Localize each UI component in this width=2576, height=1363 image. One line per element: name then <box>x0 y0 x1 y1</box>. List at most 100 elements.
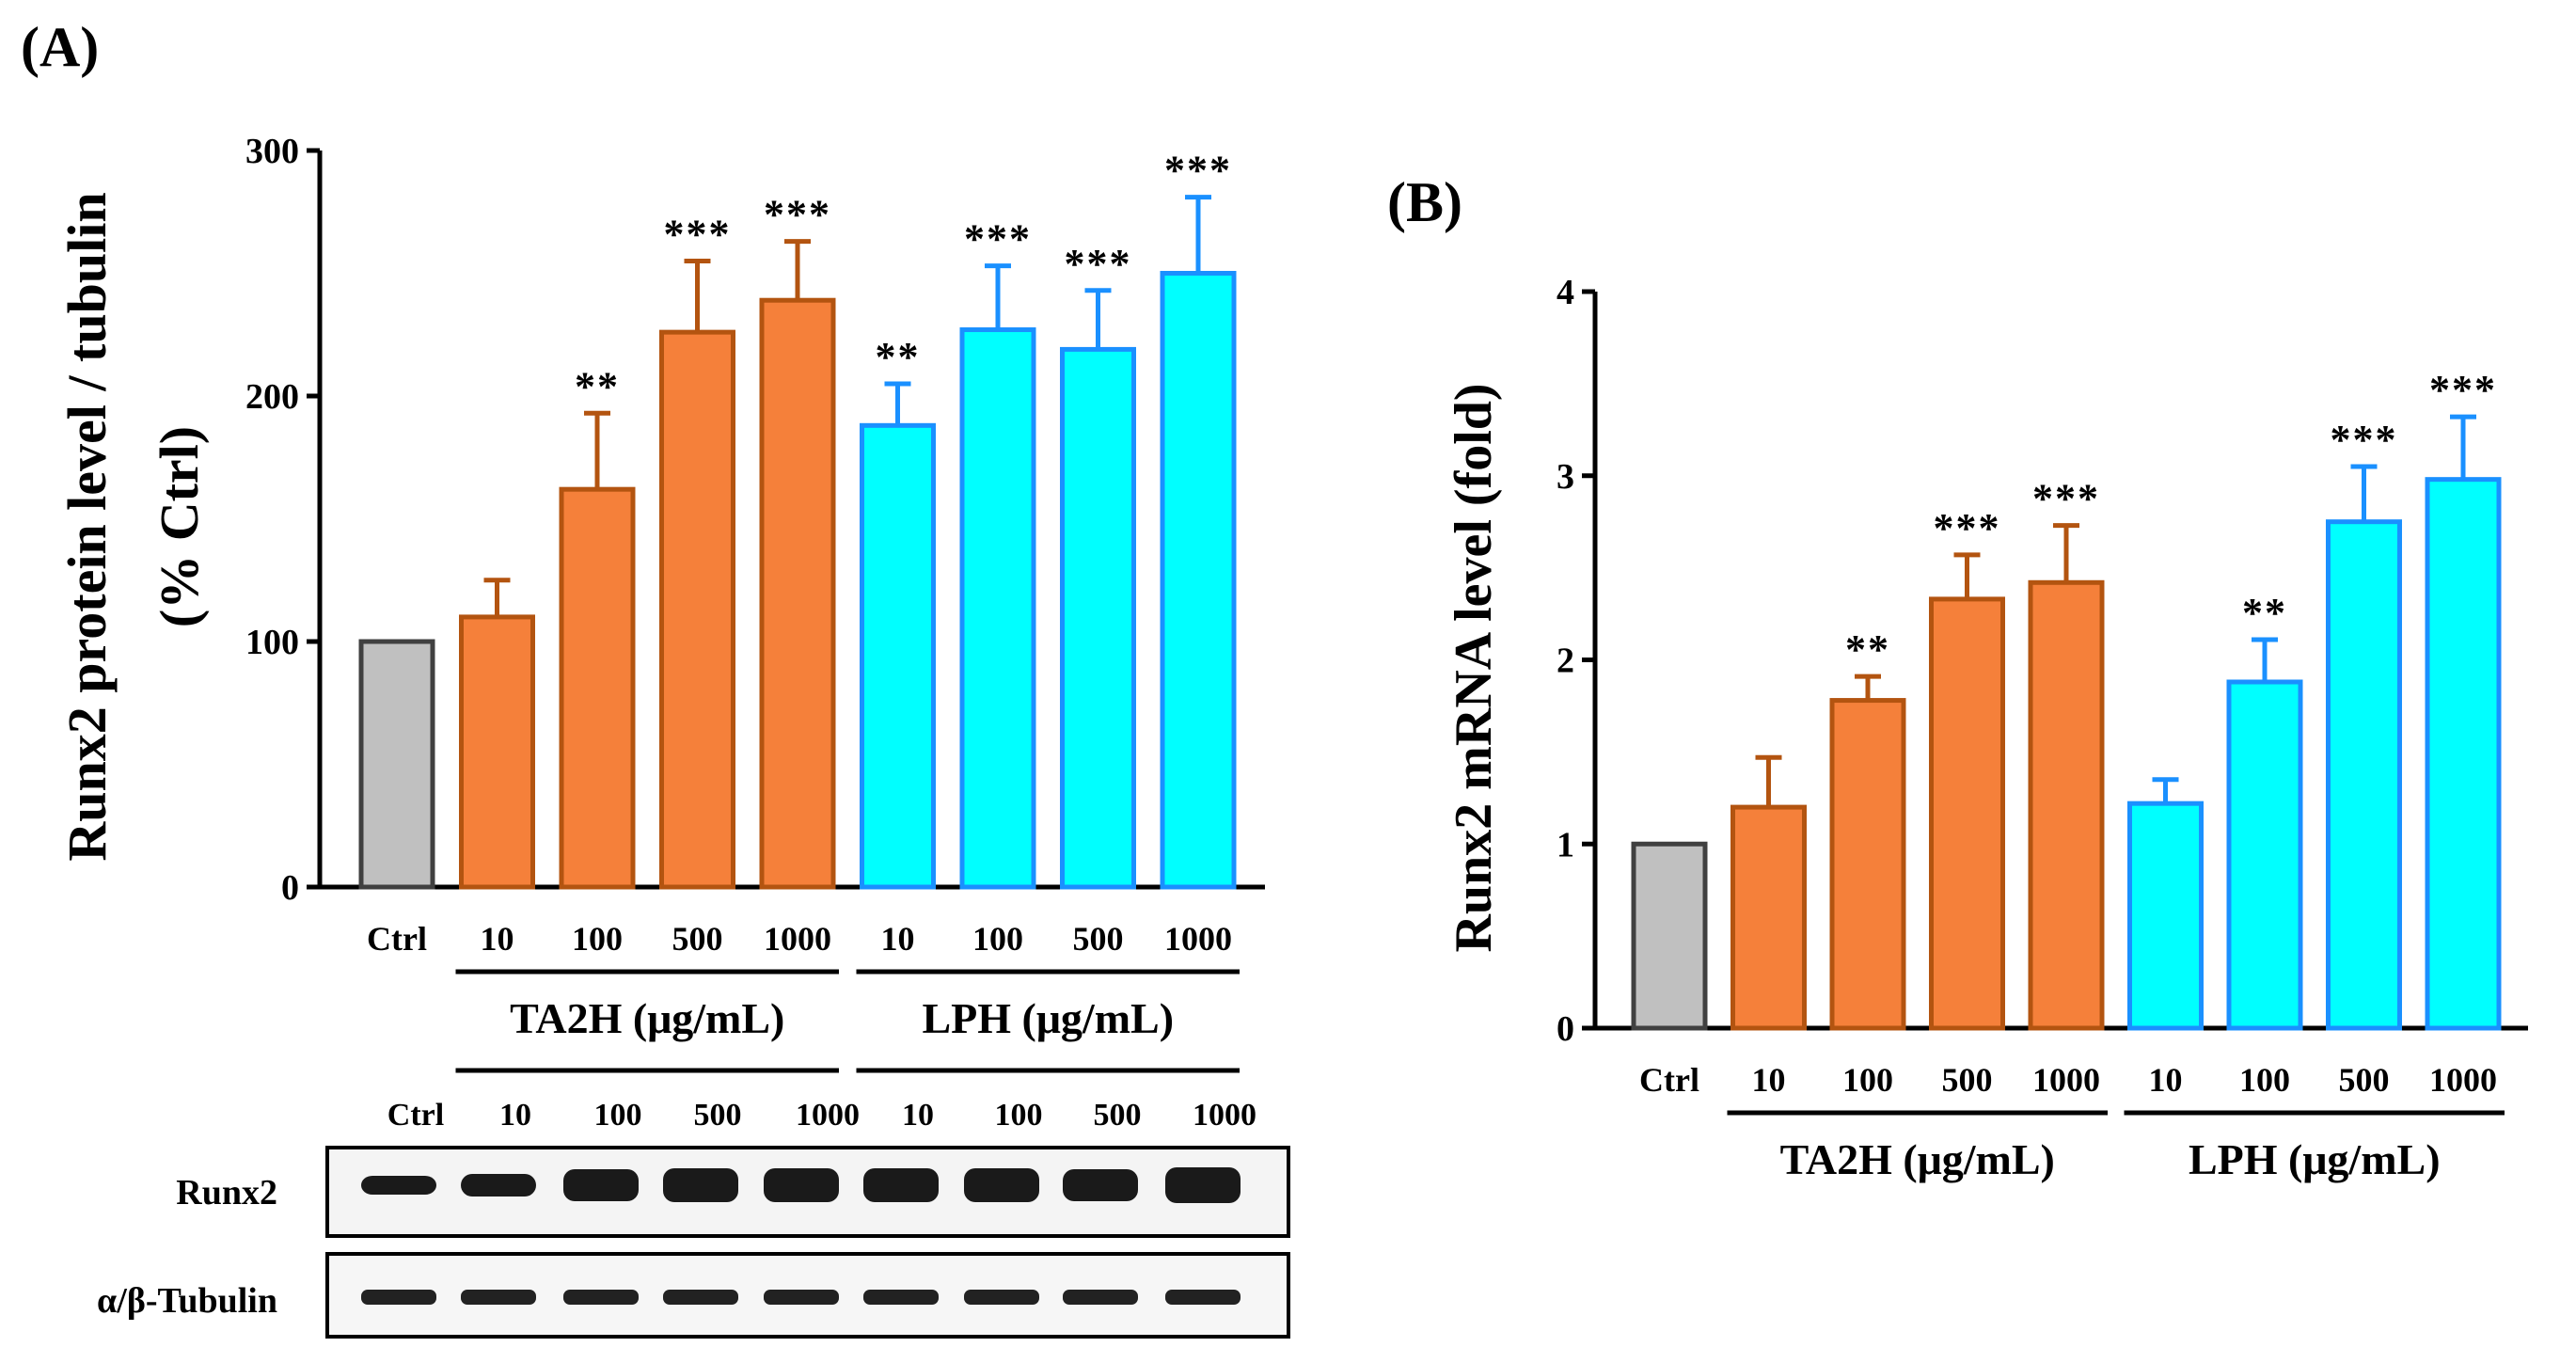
bar-lph <box>1160 271 1237 890</box>
significance-marker: *** <box>1164 148 1232 194</box>
chart-a: 0 100 200 300 Runx2 protein level / tubulin (… <box>56 132 1265 1073</box>
significance-marker: *** <box>2429 367 2497 413</box>
y-tick-label: 2 <box>1557 642 1574 681</box>
bar-lph <box>2127 800 2204 1031</box>
y-tick-label: 3 <box>1557 457 1574 497</box>
group-label: LPH (μg/mL) <box>922 994 1174 1042</box>
panel-b-label: (B) <box>1387 171 1462 233</box>
y-tick-label: 300 <box>245 132 299 171</box>
x-tick-label: 500 <box>1073 920 1124 958</box>
significance-marker: *** <box>664 211 732 257</box>
significance-marker: *** <box>764 192 831 238</box>
significance-marker: *** <box>964 216 1032 262</box>
y-tick-label: 1 <box>1557 825 1574 864</box>
x-tick-label: Ctrl <box>367 920 427 958</box>
bar-lph <box>860 422 936 890</box>
blot-band <box>964 1168 1039 1202</box>
significance-marker: ** <box>876 334 921 380</box>
blot-lane-label: 500 <box>1094 1098 1142 1133</box>
x-tick-label: Ctrl <box>1639 1061 1699 1099</box>
bar-ta2h <box>2028 579 2105 1031</box>
blot-lane-label: 10 <box>902 1098 934 1133</box>
bar-ta2h <box>759 297 836 890</box>
blot-band <box>1063 1169 1138 1201</box>
blot-row-label: Runx2 <box>176 1173 277 1212</box>
bar-ctrl <box>358 639 435 890</box>
blot-band <box>361 1176 436 1195</box>
y-tick-label: 4 <box>1557 273 1574 312</box>
blot-band <box>1165 1167 1241 1203</box>
x-tick-label: 500 <box>672 920 723 958</box>
blot-band <box>461 1174 536 1197</box>
x-tick-label: 1000 <box>764 920 831 958</box>
y-axis-label: Runx2 protein level / tubulin <box>56 192 118 861</box>
blot-band <box>361 1290 436 1305</box>
blot-band <box>461 1290 536 1305</box>
x-tick-label: 10 <box>1752 1061 1786 1099</box>
x-tick-label: 1000 <box>1164 920 1232 958</box>
y-tick-label: 200 <box>245 377 299 417</box>
x-tick-label: 500 <box>1942 1061 1993 1099</box>
bar-lph <box>2326 519 2402 1031</box>
blot-band <box>1063 1290 1138 1305</box>
significance-marker: *** <box>1065 241 1132 287</box>
x-tick-label: 1000 <box>2429 1061 2497 1099</box>
blot-band <box>863 1290 939 1305</box>
bar-lph <box>959 327 1036 890</box>
significance-marker: ** <box>575 363 620 409</box>
western-blot: Ctrl 10 100 500 1000 10 100 500 1000 Runx2 α/β-Tub… <box>97 1098 1290 1339</box>
bar-ta2h <box>1929 596 2005 1031</box>
y-axis-label: Runx2 mRNA level (fold) <box>1445 383 1503 952</box>
blot-band <box>1165 1290 1241 1305</box>
y-tick-label: 0 <box>281 868 299 908</box>
group-label: LPH (μg/mL) <box>2189 1135 2441 1183</box>
blot-lane-label: 100 <box>995 1098 1043 1133</box>
blot-band <box>863 1168 939 1202</box>
x-tick-label: 100 <box>1842 1061 1893 1099</box>
blot-band <box>563 1290 639 1305</box>
bar-lph <box>1060 346 1136 890</box>
blot-lane-label: 1000 <box>796 1098 860 1133</box>
panel-a-label: (A) <box>21 16 99 78</box>
bar-ctrl <box>1631 841 1708 1031</box>
x-tick-label: 100 <box>572 920 623 958</box>
bar-lph <box>2226 679 2303 1031</box>
x-tick-label: 500 <box>2339 1061 2390 1099</box>
bar-lph <box>2425 477 2502 1031</box>
y-axis-label: (% Ctrl) <box>149 426 210 627</box>
bar-ta2h <box>659 329 735 890</box>
chart-b: 0 1 2 3 4 Runx2 mRNA level (fold) Ctrl 10 ** 100 *… <box>1445 273 2528 1183</box>
blot-band <box>563 1169 639 1201</box>
x-tick-label: 10 <box>481 920 514 958</box>
bar-ta2h <box>559 486 636 890</box>
x-tick-label: 100 <box>972 920 1023 958</box>
y-tick-label: 0 <box>1557 1009 1574 1049</box>
blot-band <box>764 1168 839 1202</box>
blot-band <box>663 1290 738 1305</box>
bar-ta2h <box>1829 698 1906 1031</box>
x-tick-label: 10 <box>2149 1061 2183 1099</box>
blot-band <box>663 1168 738 1202</box>
group-label: TA2H (μg/mL) <box>510 994 784 1042</box>
y-tick-label: 100 <box>245 623 299 662</box>
blot-band <box>964 1290 1039 1305</box>
group-label: TA2H (μg/mL) <box>1780 1135 2055 1183</box>
significance-marker: ** <box>1845 626 1890 673</box>
blot-lane-label: 500 <box>694 1098 742 1133</box>
x-tick-label: 10 <box>881 920 915 958</box>
x-tick-label: 100 <box>2239 1061 2290 1099</box>
bar-ta2h <box>459 614 535 890</box>
blot-lane-label: 1000 <box>1193 1098 1256 1133</box>
blot-lane-label: Ctrl <box>387 1098 444 1133</box>
blot-row-label: α/β-Tubulin <box>97 1281 277 1321</box>
significance-marker: *** <box>2032 476 2100 522</box>
significance-marker: *** <box>2331 417 2398 463</box>
blot-lane-label: 100 <box>594 1098 642 1133</box>
x-tick-label: 1000 <box>2032 1061 2100 1099</box>
blot-lane-label: 10 <box>499 1098 531 1133</box>
blot-band <box>764 1290 839 1305</box>
bar-ta2h <box>1731 804 1807 1031</box>
significance-marker: ** <box>2242 590 2287 636</box>
significance-marker: *** <box>1934 505 2001 551</box>
